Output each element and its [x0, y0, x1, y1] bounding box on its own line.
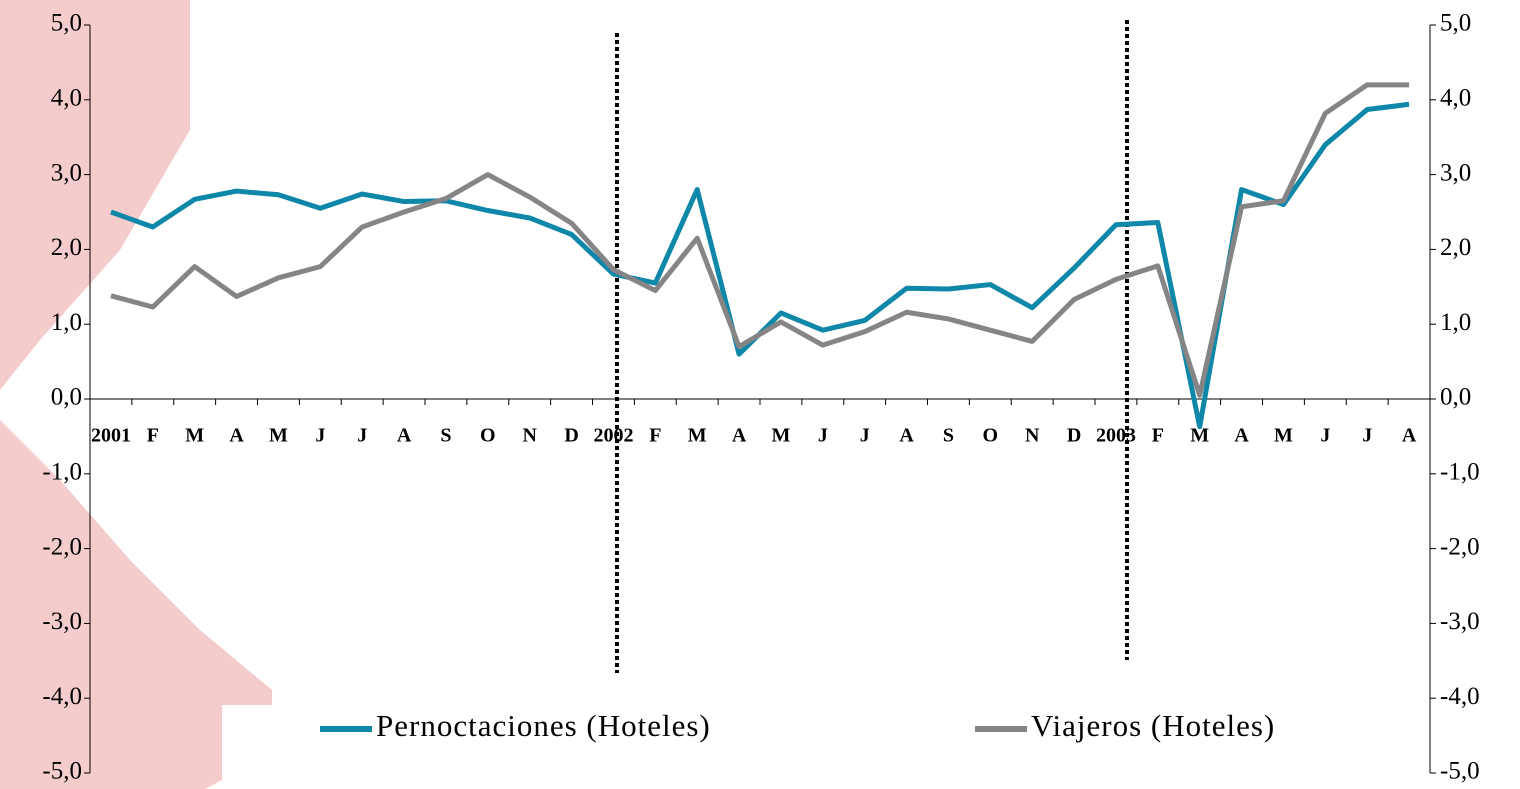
- x-tick-label: A: [229, 425, 244, 447]
- x-tick-label: M: [269, 425, 288, 447]
- x-tick-label: J: [1320, 425, 1330, 447]
- x-tick-label: A: [397, 425, 412, 447]
- x-tick-label: A: [1402, 425, 1417, 447]
- y2-tick-label: -2,0: [1440, 533, 1480, 560]
- x-tick-label: F: [1152, 425, 1164, 447]
- series-line: [111, 104, 1409, 426]
- y2-tick-label: 3,0: [1440, 159, 1471, 186]
- y-tick-label: 0,0: [51, 384, 82, 411]
- y-tick-label: 2,0: [51, 234, 82, 261]
- y2-tick-label: -3,0: [1440, 608, 1480, 635]
- y2-tick-label: 2,0: [1440, 234, 1471, 261]
- x-tick-label: J: [818, 425, 828, 447]
- x-tick-label: F: [147, 425, 159, 447]
- x-tick-label: S: [943, 425, 954, 447]
- y-tick-label: -5,0: [42, 758, 82, 785]
- x-tick-label: M: [185, 425, 204, 447]
- y-tick-label: -2,0: [42, 533, 82, 560]
- x-tick-label: J: [1362, 425, 1372, 447]
- chart: 5,0 4,0 3,0 2,0 1,0 0,0 -1,0 -2,0 -3,0 -4,0 -5,0 5,…: [0, 0, 1520, 789]
- y-tick-label: -3,0: [42, 608, 82, 635]
- x-tick-label: M: [688, 425, 707, 447]
- x-tick-label: O: [983, 425, 999, 447]
- y-tick-label: -4,0: [42, 683, 82, 710]
- y2-tick-label: 4,0: [1440, 85, 1471, 112]
- x-tick-label: 2003: [1096, 425, 1136, 447]
- x-tick-label: J: [315, 425, 325, 447]
- x-tick-label: M: [1274, 425, 1293, 447]
- x-tick-label: J: [860, 425, 870, 447]
- x-tick-label: 2001: [91, 425, 131, 447]
- y2-tick-label: 1,0: [1440, 309, 1471, 336]
- x-tick-label: F: [649, 425, 661, 447]
- y-tick-label: 4,0: [51, 85, 82, 112]
- y2-tick-label: 5,0: [1440, 10, 1471, 37]
- x-tick-label: D: [1067, 425, 1081, 447]
- y-tick-label: 1,0: [51, 309, 82, 336]
- x-tick-label: 2002: [593, 425, 633, 447]
- y2-tick-label: -5,0: [1440, 758, 1480, 785]
- y2-tick-label: 0,0: [1440, 384, 1471, 411]
- x-tick-label: S: [440, 425, 451, 447]
- x-tick-label: A: [732, 425, 747, 447]
- y-tick-label: 3,0: [51, 159, 82, 186]
- x-tick-label: D: [564, 425, 578, 447]
- background-artifact: [0, 0, 272, 789]
- y2-tick-label: -1,0: [1440, 459, 1480, 486]
- x-tick-label: A: [1234, 425, 1249, 447]
- x-tick-label: N: [522, 425, 537, 447]
- legend-label: Pernoctaciones (Hoteles): [376, 708, 711, 743]
- y2-tick-label: -4,0: [1440, 683, 1480, 710]
- x-tick-label: A: [899, 425, 914, 447]
- x-tick-label: O: [480, 425, 496, 447]
- y-tick-label: 5,0: [51, 10, 82, 37]
- x-tick-label: J: [357, 425, 367, 447]
- x-tick-label: M: [771, 425, 790, 447]
- legend-label: Viajeros (Hoteles): [1031, 708, 1275, 743]
- x-tick-label: N: [1025, 425, 1040, 447]
- y-tick-label: -1,0: [42, 459, 82, 486]
